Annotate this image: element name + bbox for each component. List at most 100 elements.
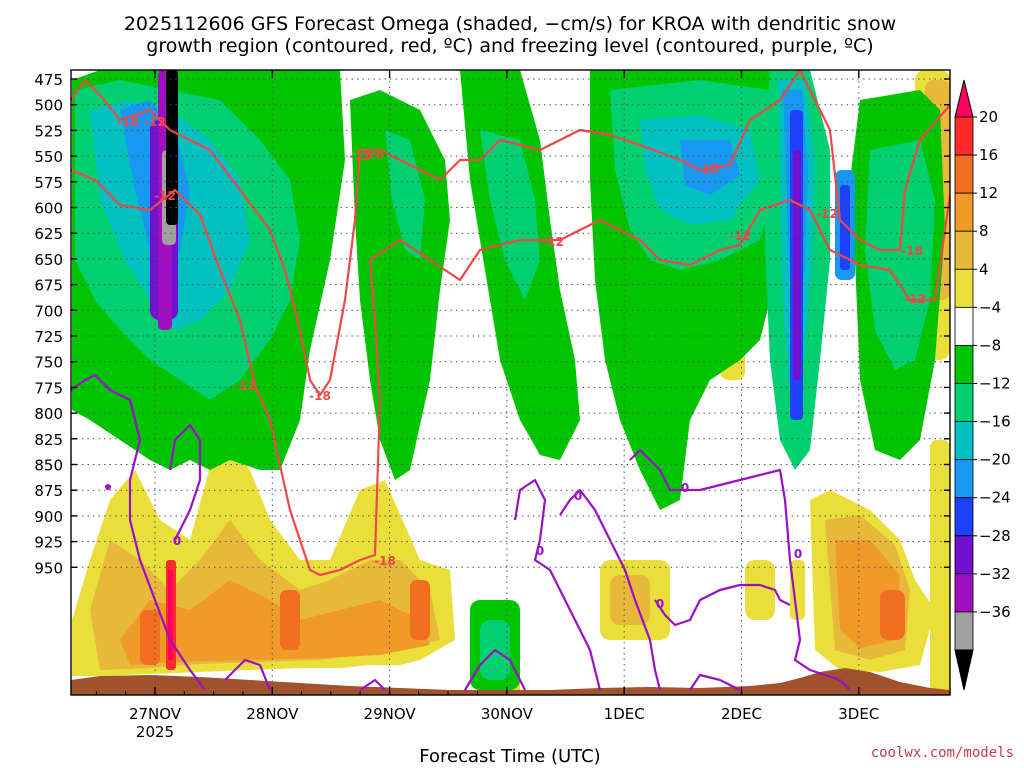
colorbar-label: −32 bbox=[979, 565, 1011, 583]
colorbar-swatch bbox=[954, 535, 974, 575]
y-tick-label: 775 bbox=[34, 379, 63, 397]
colorbar-label: −20 bbox=[979, 451, 1011, 469]
y-tick-label: 825 bbox=[34, 431, 63, 449]
contour-label-red: -18 bbox=[374, 554, 396, 568]
freezing-level-contour bbox=[71, 373, 206, 691]
colorbar-swatch bbox=[954, 154, 974, 194]
freezing-level-contour bbox=[464, 648, 526, 691]
freezing-level-contour bbox=[513, 478, 602, 691]
contour-label-red: -18 bbox=[309, 389, 331, 403]
colorbar-swatch bbox=[954, 268, 974, 308]
colorbar-label: 16 bbox=[979, 146, 998, 164]
x-axis-label: Forecast Time (UTC) bbox=[419, 746, 600, 767]
omega-green-region bbox=[350, 90, 450, 480]
freezing-level-dot bbox=[105, 484, 111, 490]
contour-label-red: -12 bbox=[144, 115, 166, 129]
colorbar: 20 16 12 8 4 −4 −8 −12 −16 −20 −24 −28 −32 −36 bbox=[954, 79, 1011, 691]
x-tick-label: 29NOV bbox=[364, 705, 417, 723]
omega-cell bbox=[745, 560, 775, 620]
freezing-level-contour bbox=[559, 488, 662, 691]
colorbar-label: −28 bbox=[979, 527, 1011, 545]
colorbar-swatch bbox=[954, 459, 974, 499]
y-tick-label: 500 bbox=[34, 97, 63, 115]
y-tick-label: 600 bbox=[34, 200, 63, 218]
contour-layer: -18-12-18-12-18-12-18-12-12-18-12-18-12-… bbox=[71, 70, 950, 691]
y-tick-label: 725 bbox=[34, 328, 63, 346]
colorbar-label: −4 bbox=[979, 298, 1001, 316]
x-axis: 27NOV 28NOV 29NOV 30NOV 1DEC 2DEC 3DEC 2025 bbox=[95, 70, 879, 741]
omega-cell bbox=[865, 140, 935, 370]
contour-label-purple: 0 bbox=[536, 544, 544, 558]
omega-cell bbox=[385, 130, 425, 260]
ground-terrain bbox=[71, 668, 950, 695]
colorbar-swatch bbox=[954, 497, 974, 537]
colorbar-swatch bbox=[954, 116, 974, 156]
x-tick-label: 2DEC bbox=[721, 705, 762, 723]
colorbar-label: 4 bbox=[979, 260, 989, 278]
x-tick-label: 27NOV bbox=[129, 705, 182, 723]
y-tick-label: 550 bbox=[34, 148, 63, 166]
omega-cell bbox=[480, 130, 540, 300]
colorbar-swatch bbox=[954, 383, 974, 422]
contour-label-red: -12 bbox=[816, 207, 838, 221]
y-tick-label: 525 bbox=[34, 122, 63, 140]
y-tick-label: 925 bbox=[34, 534, 63, 552]
y-tick-label: 950 bbox=[34, 559, 63, 577]
colorbar-swatch bbox=[954, 230, 974, 270]
contour-label-red: -12 bbox=[349, 149, 371, 163]
contour-label-purple: 0 bbox=[681, 481, 689, 495]
contour-label-red: -12 bbox=[904, 292, 926, 306]
x-tick-label: 28NOV bbox=[246, 705, 299, 723]
contour-label-red: -12 bbox=[234, 379, 256, 393]
omega-cell bbox=[930, 440, 950, 695]
omega-cell bbox=[140, 610, 160, 665]
contour-label-purple: 0 bbox=[574, 489, 582, 503]
contour-label-red: -12 bbox=[542, 235, 564, 249]
y-tick-label: 650 bbox=[34, 251, 63, 269]
y-tick-label: 900 bbox=[34, 508, 63, 526]
colorbar-label: −36 bbox=[979, 603, 1011, 621]
colorbar-label: −8 bbox=[979, 336, 1001, 354]
omega-cell bbox=[793, 150, 801, 380]
x-tick-label: 1DEC bbox=[604, 705, 645, 723]
y-tick-label: 625 bbox=[34, 225, 63, 243]
y-tick-label: 850 bbox=[34, 457, 63, 475]
freezing-level-contour bbox=[168, 423, 202, 541]
x-tick-label: 30NOV bbox=[481, 705, 534, 723]
chart-title-line2: growth region (contoured, red, ºC) and f… bbox=[146, 35, 873, 57]
x-tick-year-label: 2025 bbox=[136, 723, 174, 741]
contour-label-purple: 0 bbox=[794, 547, 802, 561]
colorbar-bottom-arrow bbox=[954, 649, 974, 691]
colorbar-label: 12 bbox=[979, 184, 998, 202]
y-tick-label: 700 bbox=[34, 302, 63, 320]
y-tick-label: 875 bbox=[34, 482, 63, 500]
omega-cell bbox=[790, 560, 805, 620]
omega-shading bbox=[71, 70, 950, 695]
colorbar-swatch bbox=[954, 573, 974, 613]
contour-label-red: -12 bbox=[154, 189, 176, 203]
contour-label-red: -18 bbox=[117, 115, 139, 129]
omega-cell bbox=[410, 580, 430, 640]
chart-title-line1: 2025112606 GFS Forecast Omega (shaded, −… bbox=[124, 13, 896, 35]
omega-black-core bbox=[166, 70, 178, 225]
contour-label-red: -18 bbox=[697, 162, 719, 176]
colorbar-swatch bbox=[954, 192, 974, 232]
contour-label-red: -18 bbox=[901, 244, 923, 258]
freezing-level-contour bbox=[224, 658, 272, 691]
colorbar-label: −24 bbox=[979, 489, 1011, 507]
omega-orange-region bbox=[120, 580, 430, 665]
freezing-level-contour bbox=[629, 448, 851, 691]
colorbar-swatch bbox=[954, 611, 974, 651]
colorbar-label: 20 bbox=[979, 108, 998, 126]
y-tick-label: 475 bbox=[34, 71, 63, 89]
colorbar-label: 8 bbox=[979, 222, 989, 240]
colorbar-swatch bbox=[954, 306, 974, 346]
colorbar-label: −16 bbox=[979, 413, 1011, 431]
contour-label-red: -12 bbox=[729, 229, 751, 243]
plot-frame bbox=[70, 69, 951, 696]
omega-cell bbox=[840, 185, 850, 270]
isotherm-minus12 bbox=[71, 168, 950, 577]
colorbar-swatch bbox=[954, 421, 974, 461]
grid-lines bbox=[71, 70, 950, 695]
